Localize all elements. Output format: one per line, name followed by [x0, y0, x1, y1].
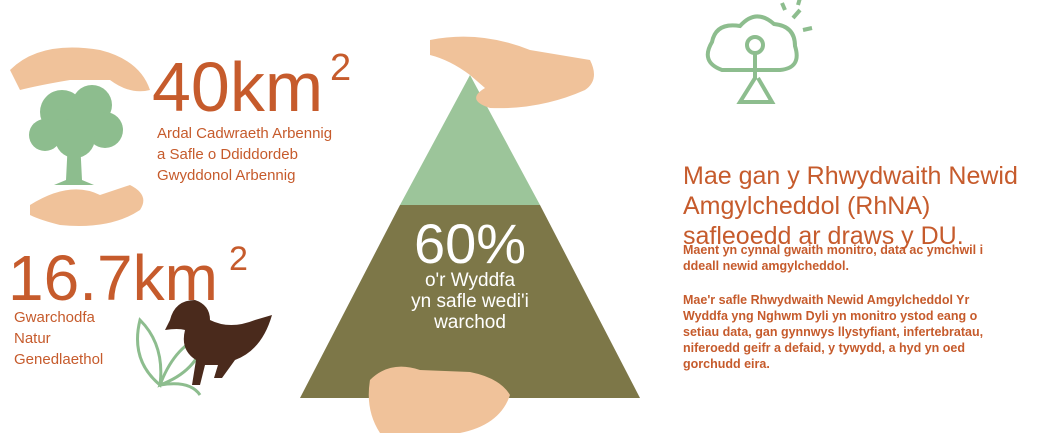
stat-caption: Gwyddonol Arbennig — [157, 167, 295, 184]
stat-unit-power: 2 — [330, 47, 351, 89]
pyramid-figure: 60% — [414, 212, 526, 275]
stat-caption: a Safle o Ddiddordeb — [157, 146, 298, 163]
hand — [30, 185, 144, 226]
info-paragraph: Wyddfa yng Nghwm Dyli yn monitro ystod e… — [683, 309, 978, 323]
hand — [10, 47, 150, 92]
info-paragraph: ddeall newid amgylcheddol. — [683, 259, 849, 273]
stat-number: 40km — [152, 48, 323, 126]
stat-unit-power: 2 — [229, 240, 248, 278]
hand — [368, 366, 510, 433]
info-heading: Amgylcheddol (RhNA) — [683, 192, 930, 220]
pyramid-caption: yn safle wedi'i — [411, 291, 529, 312]
stat-caption: Ardal Cadwraeth Arbennig — [157, 125, 332, 142]
pyramid-caption: warchod — [433, 312, 506, 333]
pyramid-top — [400, 75, 540, 205]
info-paragraph: niferoedd geifr a defaid, y tywydd, a hy… — [683, 341, 965, 355]
info-paragraph: gorchudd eira. — [683, 357, 770, 371]
stat-caption: Natur — [14, 330, 51, 347]
info-paragraph: Maent yn cynnal gwaith monitro, data ac … — [683, 243, 983, 257]
hand — [430, 36, 594, 109]
science-icon — [705, 0, 813, 104]
tree-icon — [29, 85, 123, 185]
pyramid-bottom — [300, 205, 640, 398]
duck-icon — [165, 300, 272, 385]
stat-number: 16.7km — [8, 242, 218, 314]
stat-caption: Gwarchodfa — [14, 309, 96, 326]
info-paragraph: Mae'r safle Rhwydwaith Newid Amgylcheddo… — [683, 293, 970, 307]
info-paragraph: setiau data, gan gynnwys llystyfiant, in… — [683, 325, 983, 339]
stat-caption: Genedlaethol — [14, 351, 103, 368]
info-heading: Mae gan y Rhwydwaith Newid — [683, 162, 1018, 190]
info-heading: safleoedd ar draws y DU. — [683, 222, 964, 250]
pyramid-caption: o'r Wyddfa — [425, 270, 515, 291]
